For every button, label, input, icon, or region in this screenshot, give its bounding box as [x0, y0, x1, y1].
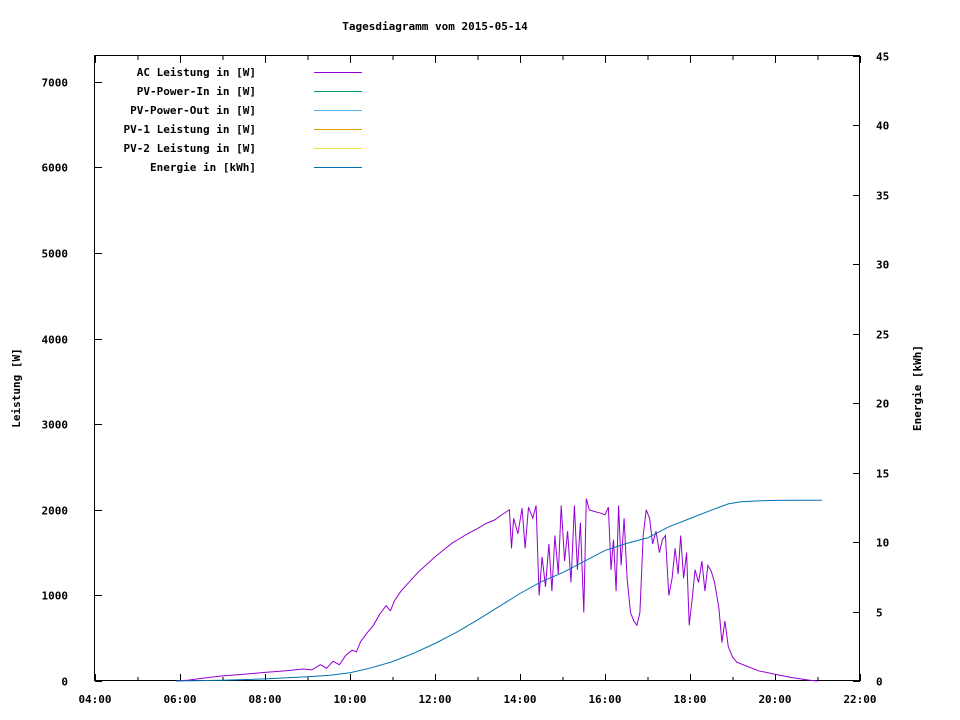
series-lines: [175, 498, 822, 682]
axis-ticks: 04:00 06:00 08:00 10:00 12:00 14:00 16:00 18:00…: [42, 51, 890, 707]
y-tick-label: 5000: [42, 248, 69, 261]
x-tick-label: 12:00: [418, 693, 451, 706]
legend-label-ac-leistung-in-w: AC Leistung in [W]: [137, 66, 256, 79]
y2-tick-label: 35: [876, 190, 889, 203]
x-tick-label: 14:00: [503, 693, 536, 706]
legend-label-pv-power-in-in-w: PV-Power-In in [W]: [137, 85, 256, 98]
y-axis-label: Leistung [W]: [10, 348, 23, 427]
legend-label-energie-in-kwh: Energie in [kWh]: [150, 161, 256, 174]
y2-tick-label: 40: [876, 120, 889, 133]
series-line-ac-leistung-in-w: [175, 498, 818, 682]
y2-tick-label: 30: [876, 259, 889, 272]
y-tick-label: 3000: [42, 419, 69, 432]
x-tick-label: 16:00: [588, 693, 621, 706]
x-tick-label: 06:00: [163, 693, 196, 706]
y2-tick-label: 10: [876, 537, 889, 550]
chart-title: Tagesdiagramm vom 2015-05-14: [342, 20, 528, 33]
legend-label-pv-power-out-in-w: PV-Power-Out in [W]: [130, 104, 256, 117]
y2-tick-label: 20: [876, 398, 889, 411]
x-tick-label: 20:00: [758, 693, 791, 706]
x-tick-label: 08:00: [248, 693, 281, 706]
y-tick-label: 7000: [42, 77, 69, 90]
y2-tick-label: 15: [876, 468, 889, 481]
x-tick-label: 18:00: [673, 693, 706, 706]
legend-label-pv-2-leistung-in-w: PV-2 Leistung in [W]: [124, 142, 256, 155]
legend: AC Leistung in [W] PV-Power-In in [W] PV-P…: [124, 66, 362, 174]
legend-label-pv-1-leistung-in-w: PV-1 Leistung in [W]: [124, 123, 256, 136]
y-tick-label: 1000: [42, 590, 69, 603]
x-tick-label: 10:00: [333, 693, 366, 706]
plot-frame: [94, 55, 860, 681]
y2-tick-label: 25: [876, 329, 889, 342]
x-tick-label: 22:00: [843, 693, 876, 706]
y-tick-label: 2000: [42, 505, 69, 518]
y-tick-label: 4000: [42, 334, 69, 347]
y2-tick-label: 0: [876, 676, 883, 689]
y2-tick-label: 5: [876, 607, 883, 620]
y2-tick-label: 45: [876, 51, 889, 64]
y-tick-label: 6000: [42, 162, 69, 175]
y-tick-label: 0: [61, 676, 68, 689]
y2-axis-label: Energie [kWh]: [911, 345, 924, 431]
series-line-energie-in-kwh: [175, 499, 822, 682]
x-tick-label: 04:00: [78, 693, 111, 706]
